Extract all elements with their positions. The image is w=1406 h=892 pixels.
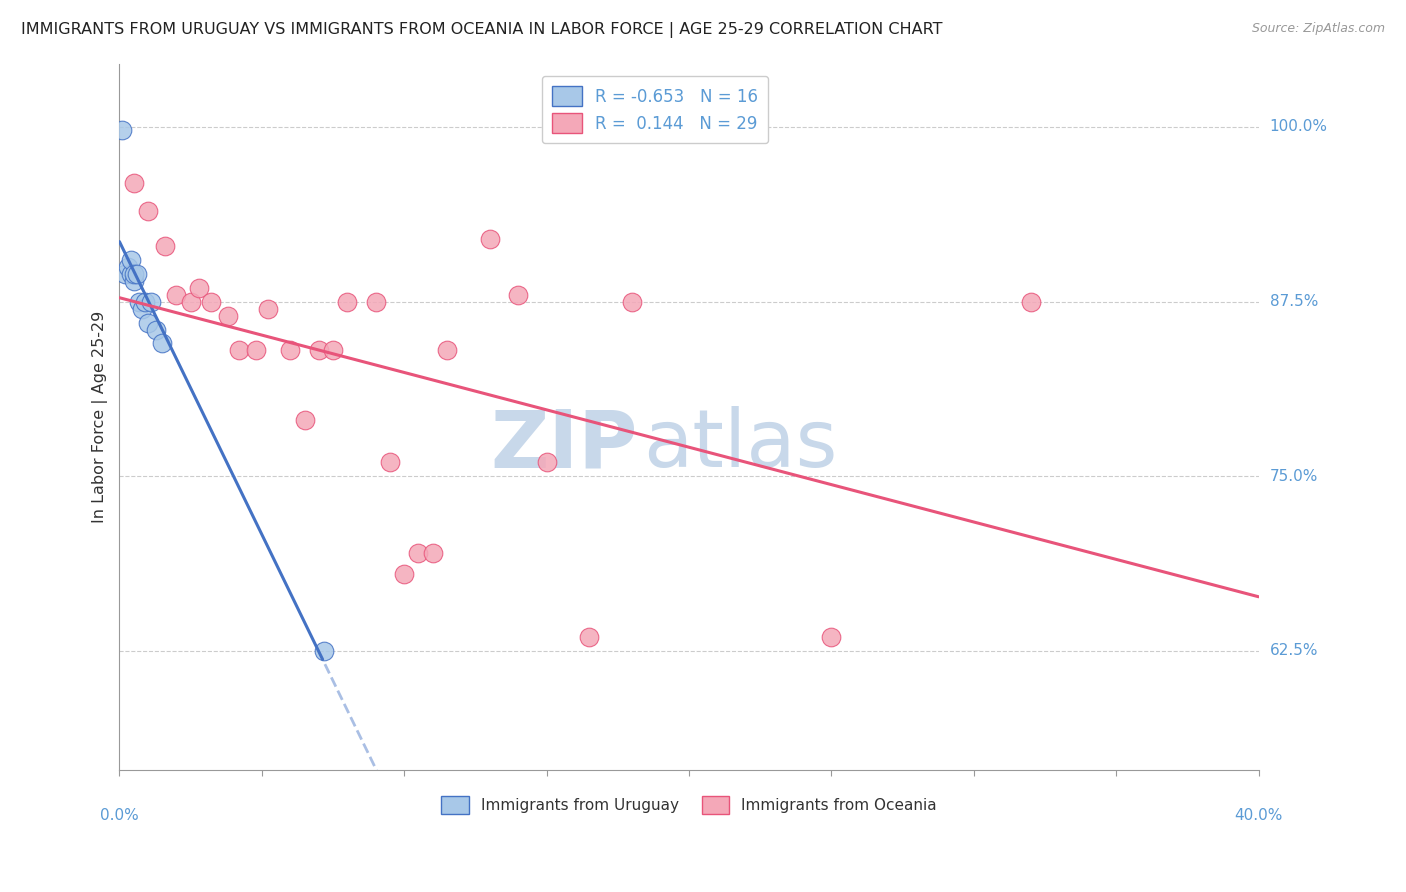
Y-axis label: In Labor Force | Age 25-29: In Labor Force | Age 25-29 xyxy=(93,310,108,523)
Point xyxy=(820,630,842,644)
Point xyxy=(308,343,330,358)
Point xyxy=(114,267,136,281)
Point xyxy=(122,274,145,288)
Point xyxy=(122,267,145,281)
Point xyxy=(134,294,156,309)
Point xyxy=(536,455,558,469)
Text: IMMIGRANTS FROM URUGUAY VS IMMIGRANTS FROM OCEANIA IN LABOR FORCE | AGE 25-29 CO: IMMIGRANTS FROM URUGUAY VS IMMIGRANTS FR… xyxy=(21,22,942,38)
Point xyxy=(128,294,150,309)
Point xyxy=(314,644,336,658)
Point xyxy=(621,294,644,309)
Point xyxy=(180,294,202,309)
Text: 87.5%: 87.5% xyxy=(1270,294,1317,309)
Point xyxy=(294,413,316,427)
Point xyxy=(139,294,162,309)
Point xyxy=(150,336,173,351)
Text: 75.0%: 75.0% xyxy=(1270,468,1317,483)
Point xyxy=(394,566,416,581)
Text: 0.0%: 0.0% xyxy=(100,808,139,823)
Point xyxy=(165,287,187,301)
Point xyxy=(378,455,401,469)
Point xyxy=(188,280,211,294)
Point xyxy=(120,252,142,267)
Text: ZIP: ZIP xyxy=(491,406,638,484)
Text: Source: ZipAtlas.com: Source: ZipAtlas.com xyxy=(1251,22,1385,36)
Point xyxy=(508,287,530,301)
Point xyxy=(578,630,600,644)
Point xyxy=(364,294,387,309)
Point xyxy=(408,546,430,560)
Point xyxy=(278,343,301,358)
Point xyxy=(228,343,250,358)
Point xyxy=(122,176,145,190)
Point xyxy=(136,316,159,330)
Point xyxy=(120,267,142,281)
Point xyxy=(478,232,501,246)
Text: 100.0%: 100.0% xyxy=(1270,120,1327,135)
Text: 40.0%: 40.0% xyxy=(1234,808,1282,823)
Point xyxy=(217,309,239,323)
Point xyxy=(153,238,176,252)
Point xyxy=(200,294,222,309)
Point xyxy=(322,343,344,358)
Point xyxy=(336,294,359,309)
Text: 62.5%: 62.5% xyxy=(1270,643,1319,658)
Point xyxy=(111,122,134,136)
Legend: Immigrants from Uruguay, Immigrants from Oceania: Immigrants from Uruguay, Immigrants from… xyxy=(433,788,945,822)
Point xyxy=(422,546,444,560)
Point xyxy=(1019,294,1042,309)
Point xyxy=(256,301,278,316)
Point xyxy=(131,301,153,316)
Text: atlas: atlas xyxy=(644,406,838,484)
Point xyxy=(145,322,167,336)
Point xyxy=(117,260,139,274)
Point xyxy=(136,203,159,218)
Point xyxy=(436,343,458,358)
Point xyxy=(125,267,148,281)
Point xyxy=(245,343,267,358)
